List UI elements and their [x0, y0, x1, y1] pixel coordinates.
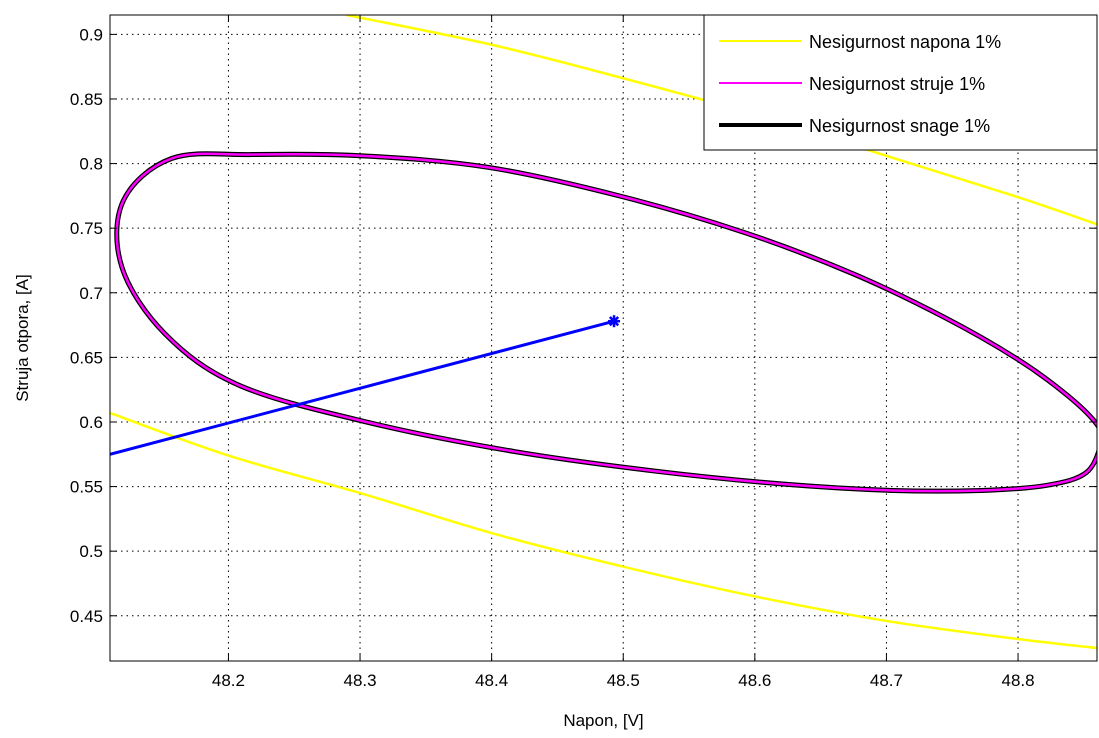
x-tick-label: 48.2 [212, 671, 245, 690]
y-tick-label: 0.9 [79, 25, 103, 44]
y-tick-label: 0.8 [79, 155, 103, 174]
y-tick-label: 0.55 [70, 478, 103, 497]
y-tick-label: 0.45 [70, 607, 103, 626]
x-tick-label: 48.7 [870, 671, 903, 690]
series-layer [110, 15, 1097, 650]
x-tick-label: 48.5 [607, 671, 640, 690]
legend: Nesigurnost napona 1% Nesigurnost struje … [703, 14, 1098, 151]
x-tick-label: 48.8 [1001, 671, 1034, 690]
marker-stroke [608, 316, 620, 327]
y-tick-label: 0.75 [70, 219, 103, 238]
x-tick-label: 48.3 [343, 671, 376, 690]
y-tick-labels: 0.45 0.5 0.55 0.6 0.65 0.7 0.75 0.8 0.85 0.9 [70, 25, 103, 625]
operating-point-marker [608, 315, 621, 328]
y-axis-title: Struja otpora, [A] [13, 274, 32, 402]
x-tick-label: 48.6 [738, 671, 771, 690]
legend-label: Nesigurnost snage 1% [809, 116, 990, 136]
x-tick-label: 48.4 [475, 671, 508, 690]
plot-frame [109, 14, 1098, 662]
y-tick-label: 0.7 [79, 284, 103, 303]
x-axis-title: Napon, [V] [563, 711, 643, 730]
legend-label: Nesigurnost struje 1% [809, 74, 985, 94]
tick-marks [110, 15, 1097, 661]
current-uncertainty-ellipse [115, 152, 1097, 493]
y-tick-label: 0.65 [70, 348, 103, 367]
operating-point-line [110, 319, 616, 456]
voltage-uncertainty-lower-curve [110, 411, 1097, 650]
x-tick-labels: 48.2 48.3 48.4 48.5 48.6 48.7 48.8 [212, 671, 1035, 690]
plot-clip-group [110, 15, 1097, 650]
y-tick-label: 0.5 [79, 542, 103, 561]
legend-label: Nesigurnost napona 1% [809, 32, 1001, 52]
y-tick-label: 0.6 [79, 413, 103, 432]
y-tick-label: 0.85 [70, 90, 103, 109]
